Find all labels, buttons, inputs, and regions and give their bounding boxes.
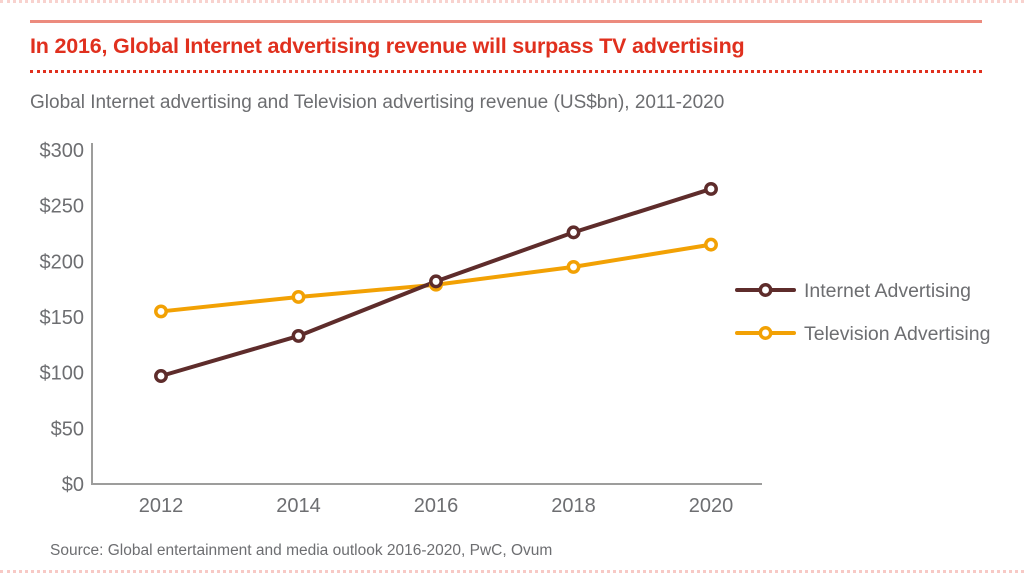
y-tick-label: $200 [40,251,85,273]
legend-label-internet: Internet Advertising [804,280,971,302]
data-point-television [291,290,306,304]
data-point-internet [154,369,168,383]
data-point-television [154,304,168,319]
legend-label-television: Television Advertising [804,323,990,345]
y-tick-label: $100 [40,363,85,385]
data-point-internet [291,328,306,343]
data-point-internet [704,182,718,196]
chart-subtitle: Global Internet advertising and Televisi… [30,92,725,113]
y-tick-label: $250 [40,196,85,218]
y-tick-label: $0 [62,474,84,496]
data-point-internet [566,225,581,240]
data-point-internet [429,274,443,289]
headline-dotted-divider [30,70,982,73]
x-tick-label: 2020 [689,495,734,517]
x-tick-label: 2016 [414,495,459,517]
x-tick-label: 2018 [551,495,596,517]
source-note: Source: Global entertainment and media o… [50,542,553,559]
legend-marker-internet [758,283,773,297]
data-point-television [566,259,581,274]
y-tick-label: $150 [40,307,85,329]
legend-marker-television [758,326,773,340]
headline-top-rule [30,20,982,23]
x-tick-label: 2014 [276,495,321,517]
x-tick-label: 2012 [139,495,184,517]
page-title: In 2016, Global Internet advertising rev… [30,34,745,58]
y-tick-label: $50 [51,418,84,440]
page-bottom-dotted-border [0,570,1024,573]
y-tick-label: $300 [40,140,85,162]
data-point-television [704,237,718,252]
page-top-dotted-border [0,0,1024,3]
